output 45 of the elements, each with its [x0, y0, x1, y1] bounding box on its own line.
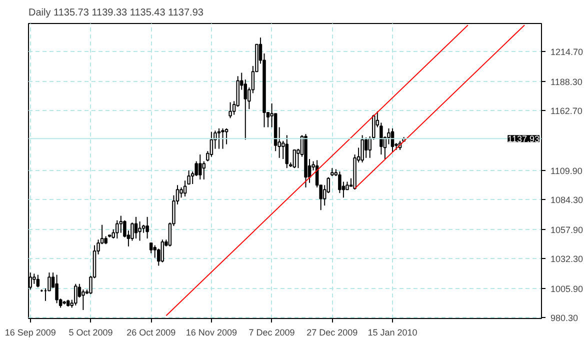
candlestick — [224, 128, 228, 145]
candlestick — [244, 79, 248, 140]
candlestick — [36, 274, 40, 288]
y-tick-label: 1188.30 — [550, 77, 582, 87]
candlestick — [364, 136, 368, 158]
candlestick — [134, 216, 138, 239]
candlestick — [198, 154, 202, 180]
candlestick — [281, 140, 285, 160]
candlestick — [55, 274, 58, 304]
candlestick — [160, 239, 164, 263]
y-tick-label: 1109.90 — [550, 166, 582, 176]
candlestick — [138, 220, 142, 242]
candlestick — [180, 186, 183, 198]
y-tick-label: 1214.70 — [550, 47, 584, 58]
x-tick-label: 15 Jan 2010 — [368, 328, 418, 338]
x-tick-label: 16 Sep 2009 — [4, 328, 56, 338]
candlestick — [338, 171, 342, 194]
candlestick — [119, 215, 123, 234]
candlestick — [74, 283, 78, 306]
candlestick — [228, 102, 232, 119]
x-tick-label: 26 Oct 2009 — [126, 328, 176, 338]
candlestick — [149, 242, 153, 254]
candlestick — [292, 149, 296, 169]
y-tick-label: 1162.70 — [550, 106, 582, 116]
y-tick-label: 980.30 — [550, 313, 578, 324]
candlestick — [217, 128, 221, 150]
candlestick — [221, 128, 224, 150]
y-tick-label: 1005.90 — [550, 284, 584, 294]
candlestick — [210, 131, 214, 158]
ref-line-label: 1137.93 — [508, 134, 540, 144]
chart-title: Daily 1135.73 1139.33 1135.43 1137.93 — [28, 8, 204, 18]
y-tick-label: 1057.90 — [550, 225, 584, 236]
candlestick — [82, 289, 85, 310]
candlestick — [116, 220, 119, 239]
candlestick — [360, 134, 364, 163]
candlestick — [285, 134, 289, 169]
y-tick-label: 1084.30 — [550, 195, 584, 206]
candlestick — [146, 216, 149, 239]
candlestick — [32, 273, 36, 284]
x-tick-label: 5 Oct 2009 — [68, 328, 113, 338]
x-tick-label: 27 Dec 2009 — [306, 328, 358, 338]
candlestick — [202, 160, 206, 180]
x-tick-label: 16 Nov 2009 — [186, 328, 237, 338]
y-tick-label: 1032.30 — [550, 254, 584, 264]
x-tick-label: 7 Dec 2009 — [248, 328, 295, 338]
